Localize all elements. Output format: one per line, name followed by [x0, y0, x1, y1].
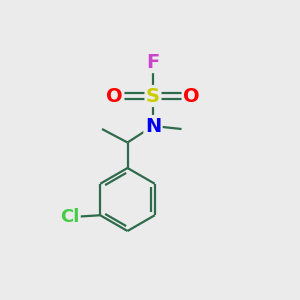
Text: O: O — [106, 86, 123, 106]
Text: S: S — [146, 86, 160, 106]
Text: N: N — [145, 116, 161, 136]
Text: F: F — [146, 52, 160, 72]
Text: Cl: Cl — [60, 208, 79, 226]
Text: O: O — [183, 86, 200, 106]
